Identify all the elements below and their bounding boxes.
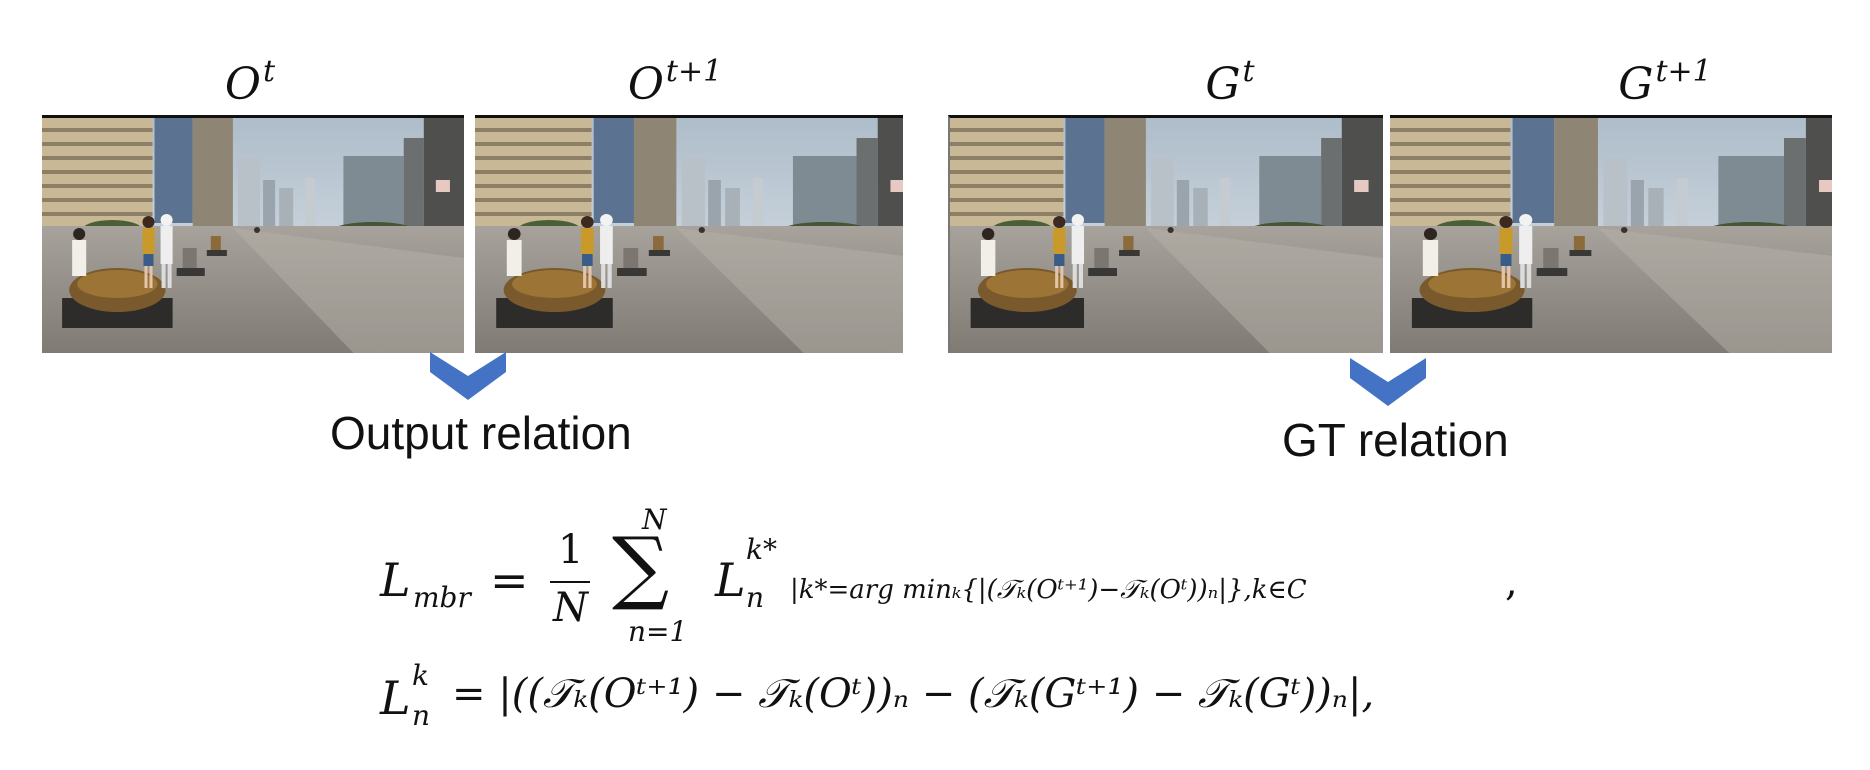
eq1-frac-den: N	[553, 585, 588, 631]
eq2-rhs: = |((𝒯ₖ(Oᵗ⁺¹) − 𝒯ₖ(Oᵗ))ₙ − (𝒯ₖ(Gᵗ⁺¹) − 𝒯…	[452, 671, 1375, 717]
equation-line-1: L mbr = 1 N N ∑ n=1 L k* n |k*=arg minₖ{…	[380, 503, 1580, 655]
gt-relation-label: GT relation	[1282, 414, 1509, 466]
eq1-sum-bottom: n=1	[628, 615, 688, 648]
street-scene-image	[42, 118, 464, 353]
street-scene-image	[1390, 118, 1832, 353]
eq1-lhs-sub: mbr	[413, 581, 471, 614]
eq1-sum-top: N	[642, 503, 667, 536]
eq2-lhs: L	[380, 671, 411, 725]
eq1-condition: |k*=arg minₖ{|(𝒯ₖ(Oᵗ⁺¹)−𝒯ₖ(Oᵗ))ₙ|},k∈C	[790, 575, 1307, 605]
title-output-t1: Ot+1	[600, 42, 750, 110]
title-gt-t1: Gt+1	[1590, 42, 1740, 110]
title-output-t-base: O	[224, 59, 261, 110]
eq1-frac-bar	[550, 581, 590, 583]
eq1-lhs: L	[380, 553, 411, 607]
eq1-trail: ,	[1505, 559, 1518, 605]
eq1-term-sup: k*	[746, 533, 777, 566]
title-output-t: Ot	[200, 42, 300, 110]
street-scene-image	[950, 118, 1383, 353]
eq2-lhs-sup: k	[412, 659, 429, 692]
gt-frame-t	[948, 115, 1383, 353]
eq2-lhs-sub: n	[412, 699, 431, 732]
output-frame-t	[42, 115, 464, 353]
title-output-t1-base: O	[627, 59, 664, 110]
title-gt-t1-sup: t+1	[1655, 54, 1712, 89]
eq1-frac-num: 1	[558, 527, 584, 573]
eq1-equals: =	[490, 553, 529, 607]
title-output-t1-sup: t+1	[665, 54, 723, 89]
title-gt-t-base: G	[1205, 59, 1241, 110]
eq1-term-sub: n	[746, 581, 765, 614]
output-relation-label: Output relation	[330, 407, 632, 459]
sigma-icon: ∑	[612, 520, 670, 613]
gt-frame-t1	[1390, 115, 1832, 353]
title-output-t-sup: t	[263, 54, 276, 89]
title-gt-t: Gt	[1180, 42, 1280, 110]
chevron-down-icon	[430, 352, 506, 400]
street-scene-image	[475, 118, 903, 353]
eq1-term: L	[715, 553, 746, 607]
chevron-down-icon	[1350, 358, 1426, 406]
title-gt-t1-base: G	[1618, 59, 1654, 110]
equation-line-2: L k n = |((𝒯ₖ(Oᵗ⁺¹) − 𝒯ₖ(Oᵗ))ₙ − (𝒯ₖ(Gᵗ⁺…	[380, 659, 1580, 735]
output-frame-t1	[475, 115, 903, 353]
title-gt-t-sup: t	[1242, 54, 1255, 89]
